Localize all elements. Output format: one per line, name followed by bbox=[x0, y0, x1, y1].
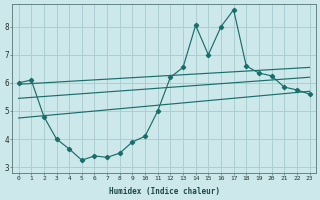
X-axis label: Humidex (Indice chaleur): Humidex (Indice chaleur) bbox=[108, 187, 220, 196]
